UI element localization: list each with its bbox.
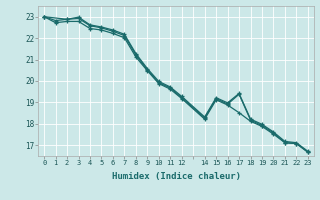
X-axis label: Humidex (Indice chaleur): Humidex (Indice chaleur) xyxy=(111,172,241,181)
